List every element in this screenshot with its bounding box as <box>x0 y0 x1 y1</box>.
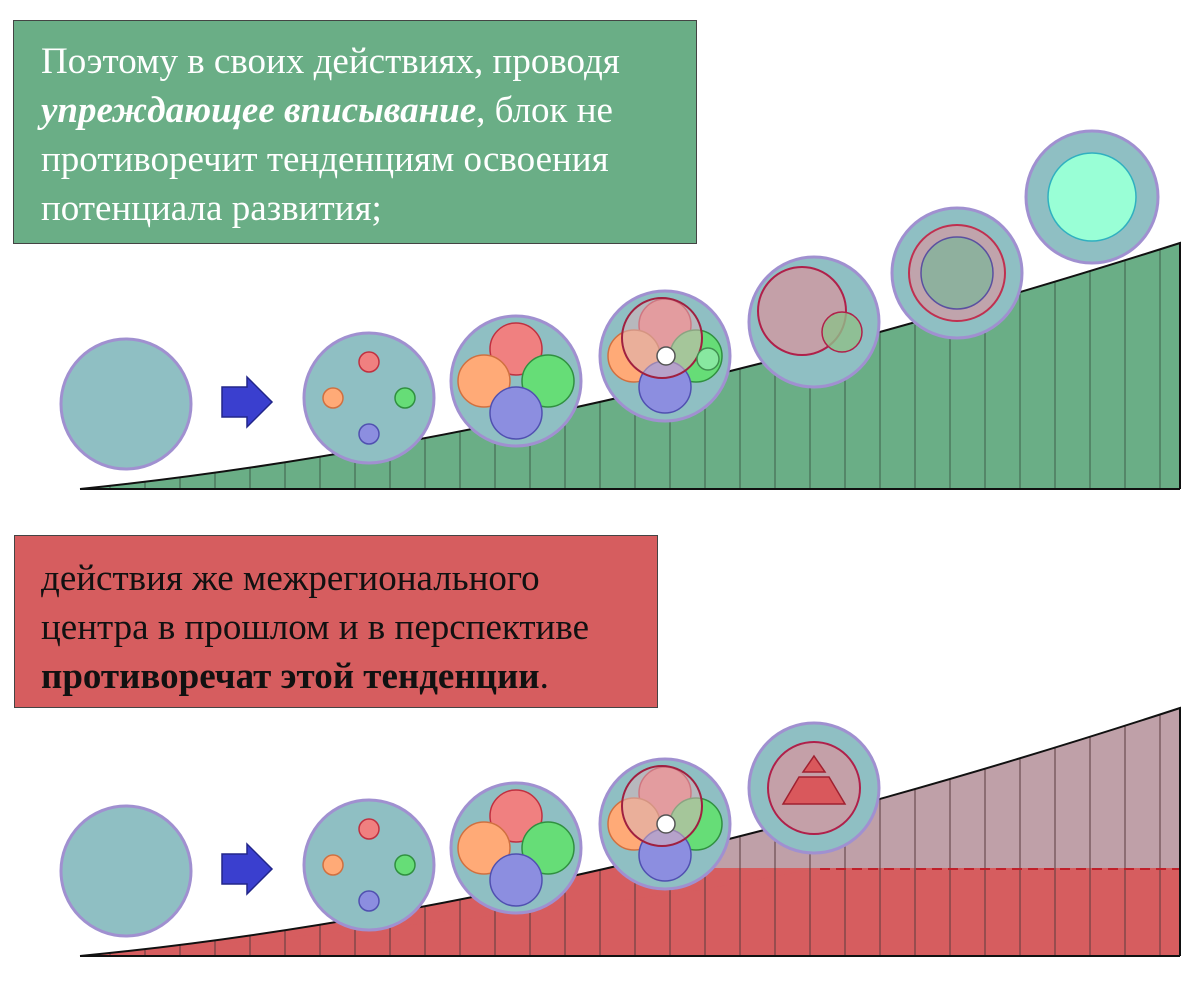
top-stage-3-circle <box>449 314 583 448</box>
bottom-stage-2-circle <box>302 798 436 932</box>
top-line-2: упреждающее вписывание, блок не <box>41 86 696 135</box>
bottom-line-3: противоречат этой тенденции. <box>41 652 657 701</box>
top-text-panel: Поэтому в своих действиях, проводя упреж… <box>13 20 697 244</box>
top-line-3: противоречит тенденциям освоения <box>41 139 609 180</box>
top-stage-7-circle <box>1024 129 1160 265</box>
top-stage-2-circle <box>302 331 436 465</box>
bottom-arrow-icon <box>221 842 274 896</box>
top-emphasis: упреждающее вписывание <box>41 90 477 131</box>
top-stage-5-circle <box>747 255 881 389</box>
top-stage-1-circle <box>59 337 193 471</box>
bottom-stage-4-circle <box>598 757 732 891</box>
top-line-4: потенциала развития; <box>41 188 382 229</box>
bottom-line-3-rest: . <box>539 656 549 697</box>
bottom-stage-5-circle <box>747 721 881 855</box>
bottom-line-2: центра в прошлом и в перспективе <box>41 607 590 648</box>
top-stage-6-circle <box>890 206 1024 340</box>
bottom-line-1: действия же межрегионального <box>41 558 540 599</box>
bottom-stage-1-circle <box>59 804 193 938</box>
bottom-text-panel: действия же межрегионального центра в пр… <box>14 535 658 708</box>
top-stage-4-circle <box>598 289 732 423</box>
top-arrow-icon <box>221 375 274 429</box>
bottom-emphasis: противоречат этой тенденции <box>41 656 540 697</box>
top-line-2-rest: , блок не <box>476 90 613 131</box>
bottom-stage-3-circle <box>449 781 583 915</box>
pyramid-icon <box>781 754 847 805</box>
top-line-1: Поэтому в своих действиях, проводя <box>41 41 620 82</box>
